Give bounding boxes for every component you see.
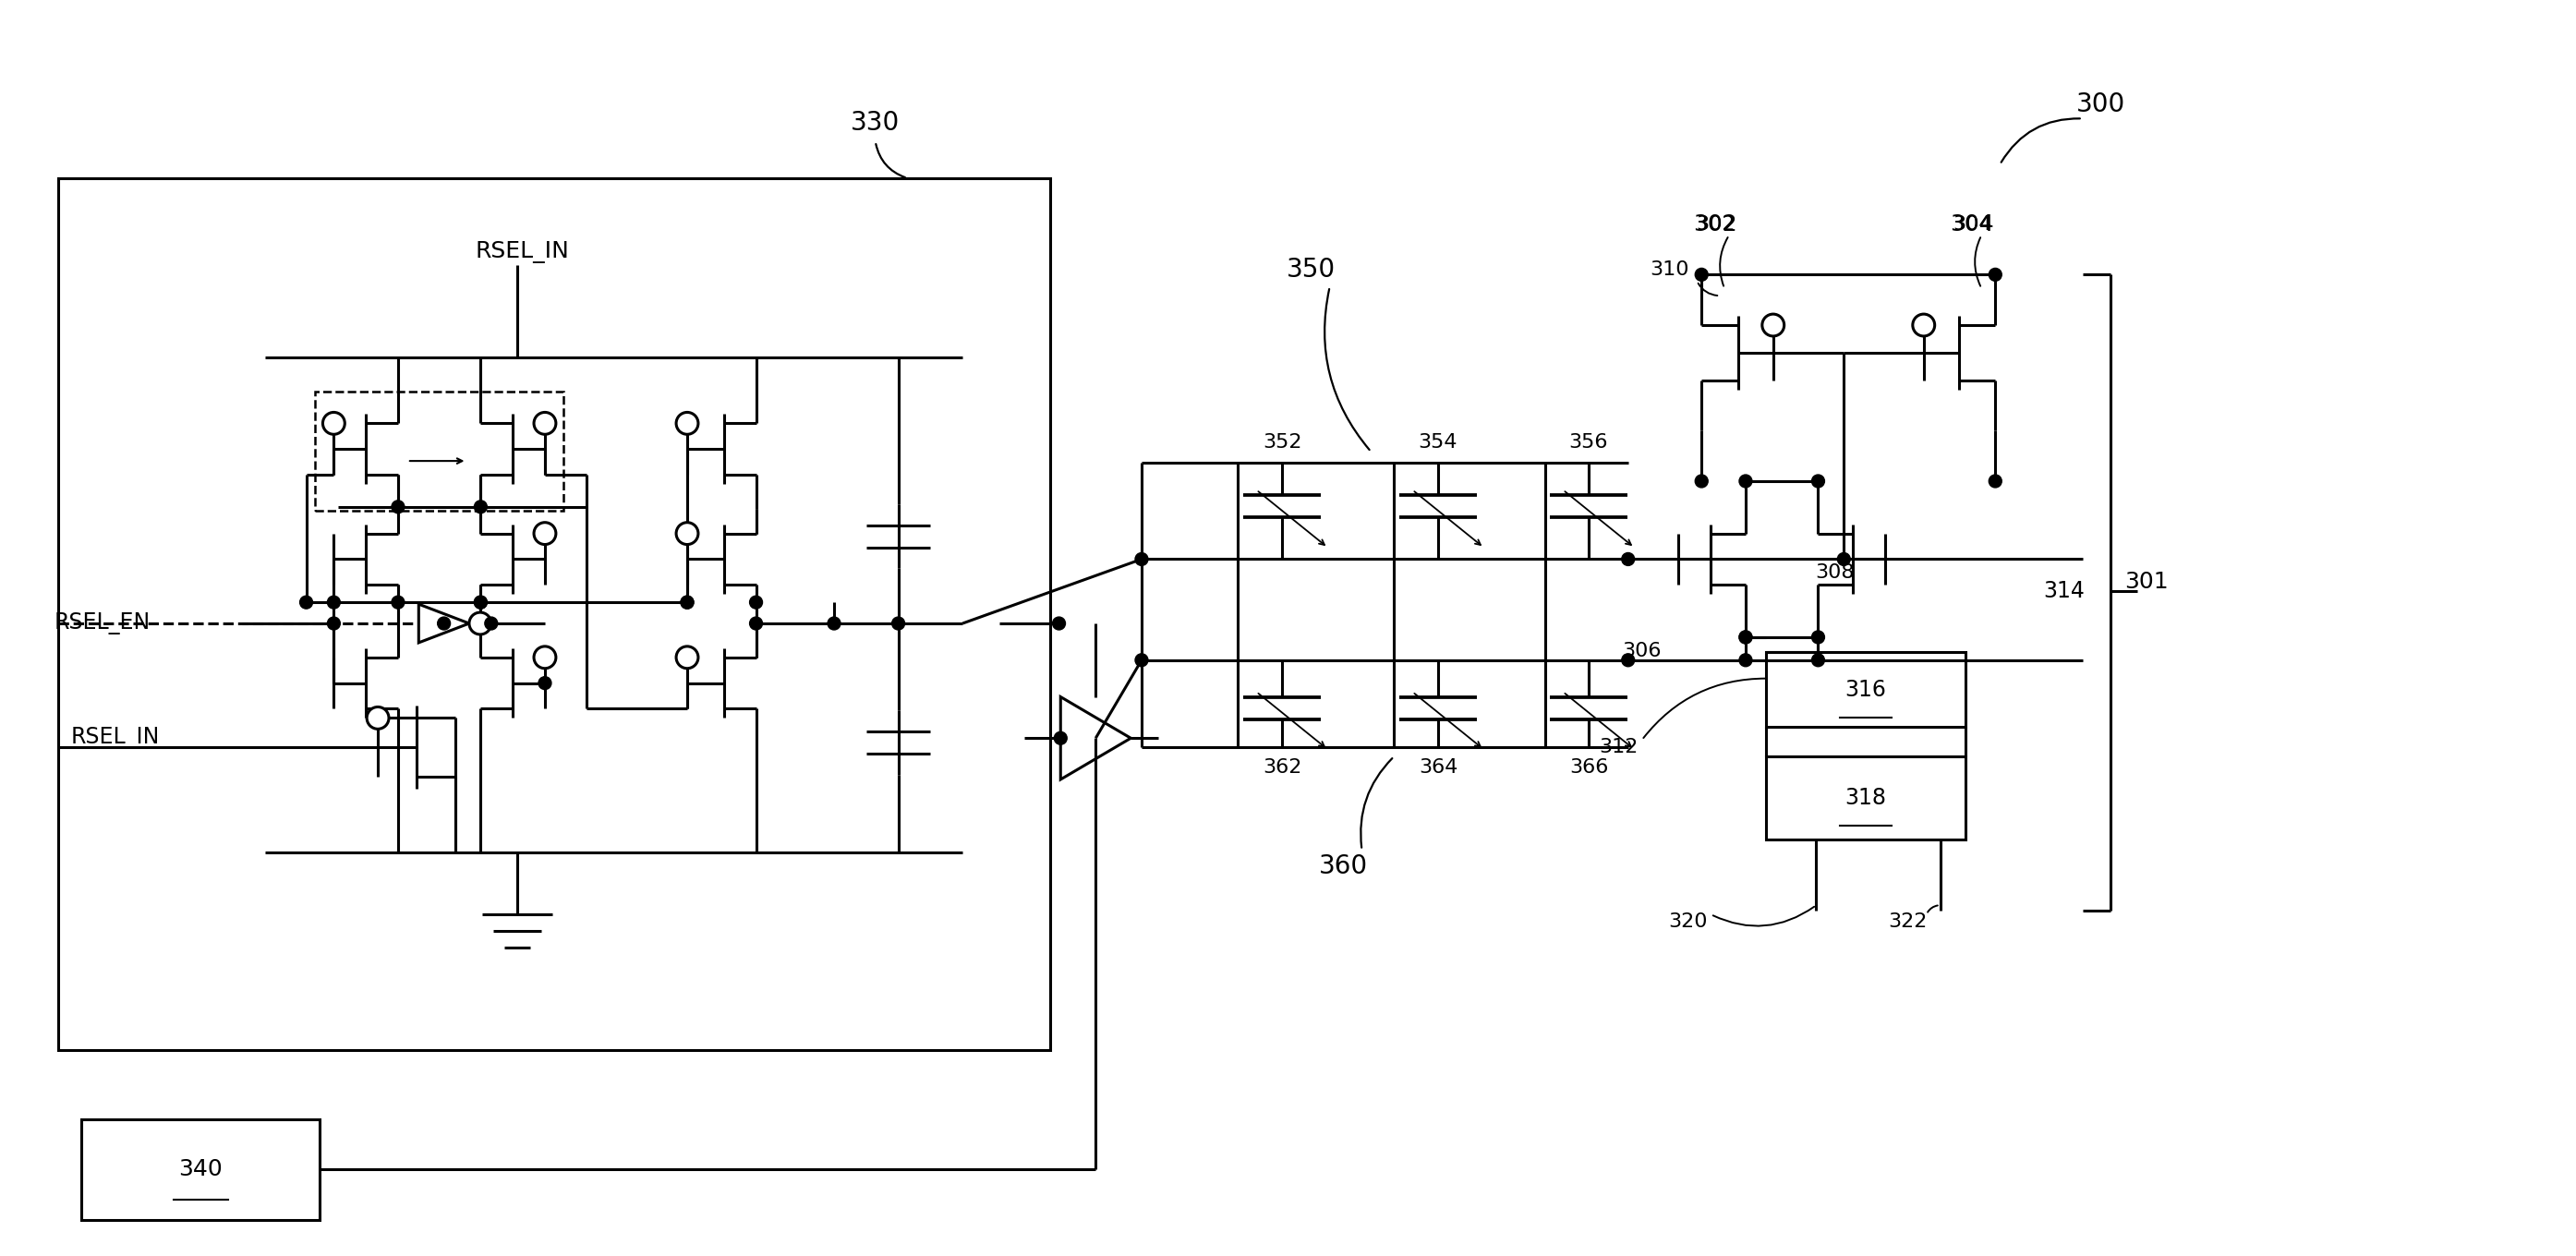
Circle shape: [680, 595, 693, 609]
Circle shape: [474, 595, 487, 609]
Circle shape: [1762, 314, 1785, 337]
Circle shape: [366, 707, 389, 728]
Circle shape: [1739, 475, 1752, 487]
Text: 304: 304: [1950, 214, 1994, 235]
Circle shape: [1054, 617, 1066, 629]
Text: 322: 322: [1888, 912, 1927, 931]
Text: 302: 302: [1692, 214, 1736, 235]
Text: RSEL_IN: RSEL_IN: [70, 727, 160, 750]
Text: RSEL_IN: RSEL_IN: [474, 241, 569, 263]
Text: 352: 352: [1262, 433, 1301, 452]
Circle shape: [322, 412, 345, 435]
Text: 330: 330: [850, 111, 899, 136]
Bar: [82, 1119, 319, 1220]
Text: 340: 340: [178, 1158, 222, 1181]
Circle shape: [1911, 314, 1935, 337]
Circle shape: [1811, 631, 1824, 643]
Bar: [1765, 756, 1965, 839]
Circle shape: [533, 522, 556, 544]
Text: RSEL_EN: RSEL_EN: [54, 613, 149, 634]
Circle shape: [891, 617, 904, 629]
Text: 310: 310: [1649, 261, 1690, 279]
Circle shape: [1136, 653, 1149, 667]
Circle shape: [1695, 475, 1708, 487]
Text: 306: 306: [1623, 642, 1662, 661]
Text: 312: 312: [1600, 739, 1638, 756]
Circle shape: [1989, 269, 2002, 281]
Text: 354: 354: [1419, 433, 1458, 452]
Circle shape: [438, 617, 451, 629]
Circle shape: [392, 595, 404, 609]
Text: 302: 302: [1695, 215, 1736, 234]
Text: 350: 350: [1288, 257, 1337, 283]
Circle shape: [1837, 553, 1850, 565]
Text: 362: 362: [1262, 759, 1301, 776]
Circle shape: [469, 613, 492, 634]
Circle shape: [675, 647, 698, 668]
Text: 300: 300: [2076, 92, 2125, 118]
Circle shape: [327, 595, 340, 609]
Circle shape: [474, 595, 487, 609]
Text: 364: 364: [1419, 759, 1458, 776]
Circle shape: [299, 595, 312, 609]
Circle shape: [1811, 475, 1824, 487]
Text: 308: 308: [1816, 564, 1855, 583]
Circle shape: [1739, 631, 1752, 643]
Circle shape: [533, 647, 556, 668]
Circle shape: [1136, 553, 1149, 565]
Bar: [1765, 652, 1965, 727]
Text: 304: 304: [1953, 215, 1991, 234]
Circle shape: [1989, 475, 2002, 487]
Circle shape: [392, 500, 404, 514]
Circle shape: [484, 617, 497, 629]
Circle shape: [538, 677, 551, 690]
Circle shape: [680, 595, 693, 609]
Circle shape: [327, 617, 340, 629]
Text: 360: 360: [1319, 854, 1368, 879]
Text: 316: 316: [1844, 678, 1886, 701]
Bar: [59, 178, 1051, 1050]
Text: 318: 318: [1844, 786, 1886, 809]
Text: 320: 320: [1669, 912, 1708, 931]
Circle shape: [1739, 631, 1752, 643]
Text: 314: 314: [2043, 580, 2084, 603]
Circle shape: [827, 617, 840, 629]
Circle shape: [1695, 269, 1708, 281]
Circle shape: [1054, 732, 1066, 745]
Text: 356: 356: [1569, 433, 1607, 452]
Bar: [314, 391, 564, 510]
Circle shape: [1623, 653, 1636, 667]
Text: 301: 301: [2125, 571, 2169, 593]
Circle shape: [750, 617, 762, 629]
Text: 366: 366: [1569, 759, 1607, 776]
Circle shape: [533, 412, 556, 435]
Circle shape: [1811, 653, 1824, 667]
Circle shape: [1623, 553, 1636, 565]
Circle shape: [675, 522, 698, 544]
Circle shape: [750, 595, 762, 609]
Circle shape: [675, 412, 698, 435]
Circle shape: [474, 500, 487, 514]
Circle shape: [1739, 653, 1752, 667]
